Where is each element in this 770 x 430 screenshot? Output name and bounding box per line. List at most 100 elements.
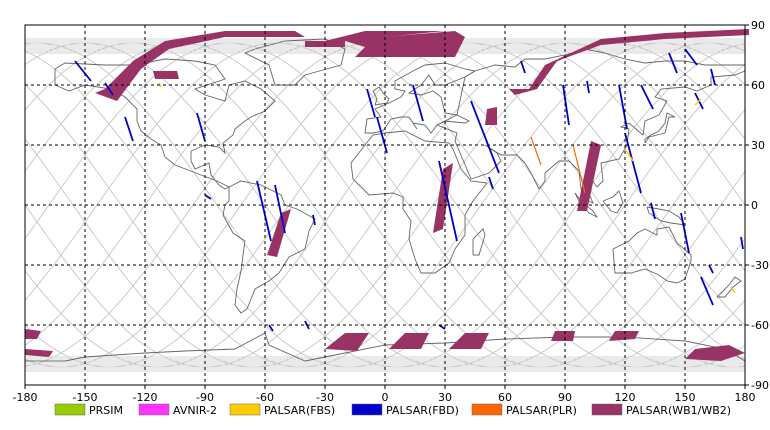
fbd-track xyxy=(104,82,114,96)
fbd-track xyxy=(586,80,590,94)
coastline xyxy=(644,112,676,144)
wb-swath xyxy=(325,31,445,41)
fbd-track xyxy=(470,100,500,174)
latitude-tick-labels: 90 60 30 0 -30 -60 -90 xyxy=(745,19,769,392)
longitude-tick: 180 xyxy=(735,391,756,404)
fbs-track xyxy=(730,286,736,294)
longitude-tick: 30 xyxy=(438,391,452,404)
palsar-plr-tracks xyxy=(530,136,586,194)
fbd-track xyxy=(256,180,272,242)
lat-lon-grid xyxy=(25,25,745,385)
wb-swath xyxy=(509,29,749,95)
coastline xyxy=(372,86,390,106)
fbd-track xyxy=(650,202,656,220)
wb-swath xyxy=(551,331,575,341)
coastline xyxy=(436,48,746,204)
longitude-tick: -30 xyxy=(316,391,334,404)
longitude-tick: 60 xyxy=(498,391,512,404)
fbd-track xyxy=(708,264,714,274)
legend-label: PALSAR(PLR) xyxy=(506,404,577,417)
plr-track xyxy=(572,144,586,194)
fbd-track xyxy=(740,236,744,250)
fbd-track xyxy=(124,116,134,142)
wb-swath xyxy=(433,163,453,233)
legend-swatch xyxy=(229,403,261,416)
fbd-track xyxy=(640,84,654,110)
latitude-tick: 30 xyxy=(751,139,765,152)
wb-swath xyxy=(389,333,429,349)
legend-swatch xyxy=(138,403,170,416)
fbd-track xyxy=(268,324,274,332)
fbd-track xyxy=(204,194,212,200)
palsar-fbd-tracks xyxy=(74,48,744,332)
fbd-track xyxy=(312,214,316,226)
latitude-tick: -90 xyxy=(751,379,769,392)
fbd-track xyxy=(520,60,526,74)
plr-track xyxy=(530,136,542,166)
wb-swath xyxy=(485,107,497,125)
wb-swath xyxy=(685,345,745,361)
coastline xyxy=(222,180,316,314)
longitude-tick: -60 xyxy=(256,391,274,404)
legend-swatch xyxy=(54,403,86,416)
longitude-tick: -90 xyxy=(196,391,214,404)
wb-swath xyxy=(335,31,465,57)
longitude-tick: -120 xyxy=(133,391,158,404)
fbd-track xyxy=(366,88,376,118)
coastline xyxy=(612,226,692,284)
legend: PRSIM AVNIR-2 PALSAR(FBS) PALSAR(FBD) PALSAR… xyxy=(54,403,731,417)
longitude-tick-labels: -180 -150 -120 -90 -60 -30 0 30 60 90 120 150 180 xyxy=(13,385,756,404)
longitude-tick: 90 xyxy=(558,391,572,404)
fbs-track xyxy=(694,98,702,106)
wb-swath xyxy=(609,331,639,341)
fbs-track xyxy=(624,148,634,162)
wb-swath xyxy=(267,209,291,257)
legend-swatch xyxy=(351,403,383,416)
longitude-tick: -150 xyxy=(73,391,98,404)
legend-label: PALSAR(FBS) xyxy=(264,404,335,417)
fbd-track xyxy=(624,132,642,194)
legend-label: AVNIR-2 xyxy=(173,404,217,417)
legend-swatch xyxy=(471,403,503,416)
coastline xyxy=(350,130,488,274)
wb-swath xyxy=(95,31,305,101)
fbd-track xyxy=(710,68,716,86)
legend-label: PALSAR(WB1/WB2) xyxy=(626,404,731,417)
fbd-track xyxy=(438,324,446,330)
latitude-tick: 90 xyxy=(751,19,765,32)
latitude-tick: 60 xyxy=(751,79,765,92)
latitude-tick: -30 xyxy=(751,259,769,272)
wb-swath xyxy=(325,333,369,351)
wb-swath xyxy=(153,71,179,79)
fbd-track xyxy=(196,112,206,142)
wb-swath xyxy=(577,141,601,211)
coastline xyxy=(472,228,486,256)
fbd-track xyxy=(562,84,570,126)
longitude-tick: -180 xyxy=(13,391,38,404)
fbd-track xyxy=(618,84,628,130)
latitude-tick: 0 xyxy=(751,199,758,212)
legend-swatch xyxy=(591,403,623,416)
fbd-track xyxy=(274,184,286,234)
fbd-track xyxy=(488,176,494,190)
wb-swath xyxy=(25,349,53,357)
latitude-tick: -60 xyxy=(751,319,769,332)
coastline xyxy=(716,276,742,298)
coastline xyxy=(602,190,624,214)
fbd-track xyxy=(684,48,698,66)
longitude-tick: 120 xyxy=(615,391,636,404)
wb-swath xyxy=(25,329,41,339)
wb-swath xyxy=(449,333,489,349)
fbd-track xyxy=(700,276,714,306)
longitude-tick: 0 xyxy=(382,391,389,404)
fbd-track xyxy=(438,160,458,242)
fbd-track xyxy=(74,60,92,82)
fbd-track xyxy=(680,212,690,254)
fbd-track xyxy=(412,84,424,122)
legend-label: PALSAR(FBD) xyxy=(386,404,459,417)
fbd-track xyxy=(668,52,678,74)
longitude-tick: 150 xyxy=(675,391,696,404)
palsar-wb-swaths xyxy=(25,29,749,361)
legend-label: PRSIM xyxy=(89,404,123,417)
